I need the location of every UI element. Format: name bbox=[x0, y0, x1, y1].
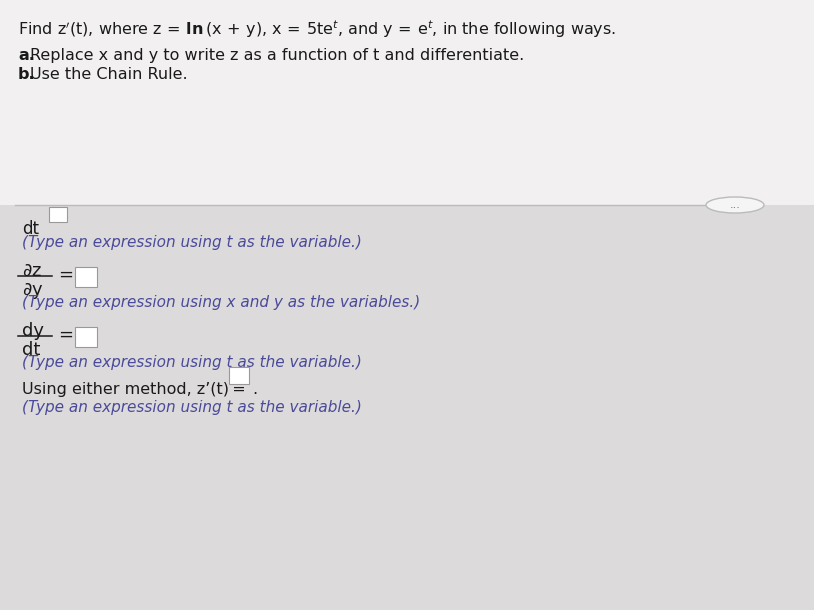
Text: dy: dy bbox=[22, 322, 44, 340]
Text: dt: dt bbox=[22, 341, 41, 359]
Text: .: . bbox=[252, 382, 257, 397]
Text: a.: a. bbox=[18, 48, 35, 63]
FancyBboxPatch shape bbox=[0, 0, 814, 205]
Text: ...: ... bbox=[729, 200, 741, 210]
FancyBboxPatch shape bbox=[229, 367, 249, 384]
Text: $\partial$y: $\partial$y bbox=[22, 281, 43, 301]
FancyBboxPatch shape bbox=[75, 267, 97, 287]
Text: $\partial$z: $\partial$z bbox=[22, 262, 42, 280]
FancyBboxPatch shape bbox=[0, 205, 814, 610]
Text: Use the Chain Rule.: Use the Chain Rule. bbox=[30, 67, 187, 82]
Text: (Type an expression using t as the variable.): (Type an expression using t as the varia… bbox=[22, 355, 362, 370]
Text: dt: dt bbox=[22, 220, 39, 238]
Text: (Type an expression using t as the variable.): (Type an expression using t as the varia… bbox=[22, 400, 362, 415]
Text: (Type an expression using t as the variable.): (Type an expression using t as the varia… bbox=[22, 235, 362, 250]
Text: Replace x and y to write z as a function of t and differentiate.: Replace x and y to write z as a function… bbox=[30, 48, 524, 63]
FancyBboxPatch shape bbox=[75, 327, 97, 347]
FancyBboxPatch shape bbox=[49, 207, 67, 222]
Text: Using either method, z’(t) =: Using either method, z’(t) = bbox=[22, 382, 249, 397]
Text: Find z$'$(t), where z$\,$$=$$\,$$\mathbf{ln}$$\,$(x$\,+\,$y), x$\,=\,$5te$^t$, a: Find z$'$(t), where z$\,$$=$$\,$$\mathbf… bbox=[18, 18, 616, 40]
Ellipse shape bbox=[706, 197, 764, 213]
Text: =: = bbox=[58, 266, 73, 284]
Text: =: = bbox=[58, 326, 73, 344]
Text: (Type an expression using x and y as the variables.): (Type an expression using x and y as the… bbox=[22, 295, 420, 310]
Text: b.: b. bbox=[18, 67, 36, 82]
